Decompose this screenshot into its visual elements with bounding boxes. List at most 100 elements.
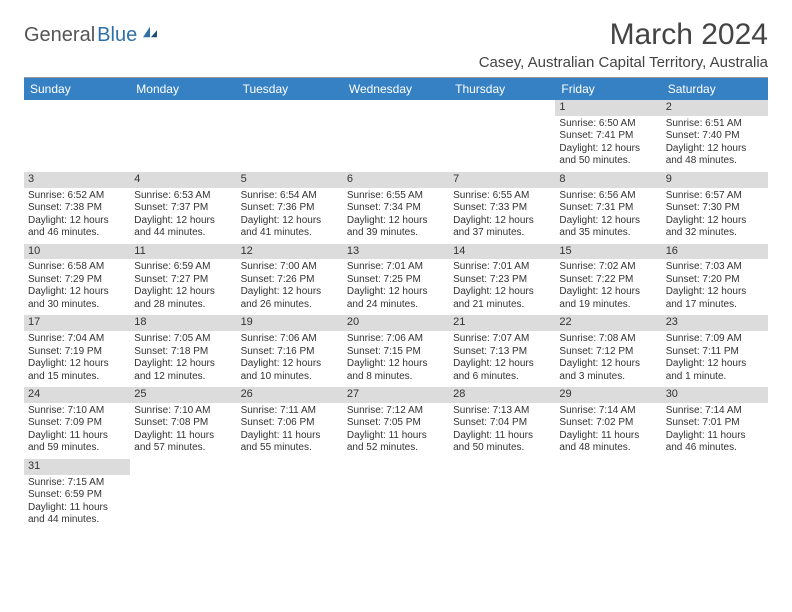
day-number: 14 bbox=[449, 244, 555, 260]
calendar-cell: 4Sunrise: 6:53 AMSunset: 7:37 PMDaylight… bbox=[130, 172, 236, 244]
day-number: 19 bbox=[237, 315, 343, 331]
calendar-cell: 14Sunrise: 7:01 AMSunset: 7:23 PMDayligh… bbox=[449, 244, 555, 316]
day-number: 30 bbox=[662, 387, 768, 403]
cell-line: Sunset: 7:38 PM bbox=[28, 202, 126, 215]
cell-line: Sunset: 7:26 PM bbox=[241, 274, 339, 287]
day-number: 11 bbox=[130, 244, 236, 260]
month-title: March 2024 bbox=[479, 18, 768, 52]
day-number bbox=[343, 100, 449, 116]
day-number bbox=[237, 100, 343, 116]
cell-line: Sunset: 7:41 PM bbox=[559, 130, 657, 143]
cell-line: Sunrise: 6:52 AM bbox=[28, 190, 126, 203]
cell-line: Sunrise: 7:10 AM bbox=[134, 405, 232, 418]
calendar-cell bbox=[237, 100, 343, 172]
cell-line: Daylight: 12 hours and 17 minutes. bbox=[666, 286, 764, 311]
day-header-row: SundayMondayTuesdayWednesdayThursdayFrid… bbox=[24, 78, 768, 100]
day-header: Tuesday bbox=[237, 78, 343, 100]
calendar-cell: 11Sunrise: 6:59 AMSunset: 7:27 PMDayligh… bbox=[130, 244, 236, 316]
cell-line: Daylight: 11 hours and 44 minutes. bbox=[28, 502, 126, 527]
cell-line: Sunrise: 7:03 AM bbox=[666, 261, 764, 274]
cell-line: Sunset: 7:36 PM bbox=[241, 202, 339, 215]
cell-line: Sunrise: 7:10 AM bbox=[28, 405, 126, 418]
day-number bbox=[449, 100, 555, 116]
logo-text-blue: Blue bbox=[97, 24, 137, 47]
day-number: 3 bbox=[24, 172, 130, 188]
day-number: 16 bbox=[662, 244, 768, 260]
cell-line: Daylight: 11 hours and 50 minutes. bbox=[453, 430, 551, 455]
calendar-cell: 1Sunrise: 6:50 AMSunset: 7:41 PMDaylight… bbox=[555, 100, 661, 172]
day-number: 23 bbox=[662, 315, 768, 331]
cell-line: Daylight: 12 hours and 24 minutes. bbox=[347, 286, 445, 311]
cell-line: Daylight: 12 hours and 19 minutes. bbox=[559, 286, 657, 311]
cell-line: Daylight: 12 hours and 32 minutes. bbox=[666, 215, 764, 240]
day-header: Saturday bbox=[662, 78, 768, 100]
day-number bbox=[237, 459, 343, 475]
calendar-cell: 31Sunrise: 7:15 AMSunset: 6:59 PMDayligh… bbox=[24, 459, 130, 531]
day-number: 27 bbox=[343, 387, 449, 403]
calendar-cell: 28Sunrise: 7:13 AMSunset: 7:04 PMDayligh… bbox=[449, 387, 555, 459]
cell-line: Daylight: 11 hours and 52 minutes. bbox=[347, 430, 445, 455]
cell-line: Sunrise: 7:11 AM bbox=[241, 405, 339, 418]
day-number: 6 bbox=[343, 172, 449, 188]
cell-line: Sunrise: 7:04 AM bbox=[28, 333, 126, 346]
cell-line: Sunrise: 6:51 AM bbox=[666, 118, 764, 131]
day-number bbox=[555, 459, 661, 475]
logo-text-general: General bbox=[24, 24, 95, 47]
calendar-cell: 17Sunrise: 7:04 AMSunset: 7:19 PMDayligh… bbox=[24, 315, 130, 387]
title-block: March 2024 Casey, Australian Capital Ter… bbox=[479, 18, 768, 71]
day-number: 8 bbox=[555, 172, 661, 188]
calendar-cell bbox=[555, 459, 661, 531]
day-number bbox=[343, 459, 449, 475]
cell-line: Daylight: 12 hours and 39 minutes. bbox=[347, 215, 445, 240]
calendar-cell: 15Sunrise: 7:02 AMSunset: 7:22 PMDayligh… bbox=[555, 244, 661, 316]
calendar-week: 10Sunrise: 6:58 AMSunset: 7:29 PMDayligh… bbox=[24, 244, 768, 316]
cell-line: Daylight: 12 hours and 3 minutes. bbox=[559, 358, 657, 383]
cell-line: Sunset: 7:08 PM bbox=[134, 417, 232, 430]
calendar-cell: 25Sunrise: 7:10 AMSunset: 7:08 PMDayligh… bbox=[130, 387, 236, 459]
calendar-cell: 6Sunrise: 6:55 AMSunset: 7:34 PMDaylight… bbox=[343, 172, 449, 244]
calendar-cell bbox=[449, 459, 555, 531]
cell-line: Sunset: 7:23 PM bbox=[453, 274, 551, 287]
day-number: 5 bbox=[237, 172, 343, 188]
cell-line: Daylight: 12 hours and 6 minutes. bbox=[453, 358, 551, 383]
day-header: Monday bbox=[130, 78, 236, 100]
cell-line: Daylight: 11 hours and 59 minutes. bbox=[28, 430, 126, 455]
day-number bbox=[130, 100, 236, 116]
cell-line: Sunrise: 7:02 AM bbox=[559, 261, 657, 274]
cell-line: Daylight: 11 hours and 55 minutes. bbox=[241, 430, 339, 455]
cell-line: Daylight: 12 hours and 26 minutes. bbox=[241, 286, 339, 311]
cell-line: Sunset: 7:27 PM bbox=[134, 274, 232, 287]
cell-line: Sunrise: 7:06 AM bbox=[347, 333, 445, 346]
cell-line: Sunrise: 7:12 AM bbox=[347, 405, 445, 418]
cell-line: Sunrise: 7:14 AM bbox=[666, 405, 764, 418]
day-number: 13 bbox=[343, 244, 449, 260]
calendar-week: 31Sunrise: 7:15 AMSunset: 6:59 PMDayligh… bbox=[24, 459, 768, 531]
calendar-week: 24Sunrise: 7:10 AMSunset: 7:09 PMDayligh… bbox=[24, 387, 768, 459]
cell-line: Sunset: 7:02 PM bbox=[559, 417, 657, 430]
calendar-cell: 18Sunrise: 7:05 AMSunset: 7:18 PMDayligh… bbox=[130, 315, 236, 387]
calendar-cell bbox=[343, 459, 449, 531]
cell-line: Sunset: 7:34 PM bbox=[347, 202, 445, 215]
cell-line: Sunrise: 7:05 AM bbox=[134, 333, 232, 346]
calendar-table: SundayMondayTuesdayWednesdayThursdayFrid… bbox=[24, 78, 768, 531]
cell-line: Sunrise: 6:57 AM bbox=[666, 190, 764, 203]
cell-line: Sunrise: 7:15 AM bbox=[28, 477, 126, 490]
day-number bbox=[662, 459, 768, 475]
day-number: 9 bbox=[662, 172, 768, 188]
cell-line: Daylight: 12 hours and 37 minutes. bbox=[453, 215, 551, 240]
calendar-cell: 2Sunrise: 6:51 AMSunset: 7:40 PMDaylight… bbox=[662, 100, 768, 172]
calendar-head: SundayMondayTuesdayWednesdayThursdayFrid… bbox=[24, 78, 768, 100]
calendar-cell: 16Sunrise: 7:03 AMSunset: 7:20 PMDayligh… bbox=[662, 244, 768, 316]
logo: General Blue bbox=[24, 24, 159, 47]
cell-line: Sunset: 7:06 PM bbox=[241, 417, 339, 430]
cell-line: Daylight: 11 hours and 48 minutes. bbox=[559, 430, 657, 455]
cell-line: Sunrise: 6:54 AM bbox=[241, 190, 339, 203]
cell-line: Sunset: 7:31 PM bbox=[559, 202, 657, 215]
cell-line: Daylight: 12 hours and 10 minutes. bbox=[241, 358, 339, 383]
cell-line: Sunrise: 7:07 AM bbox=[453, 333, 551, 346]
cell-line: Daylight: 12 hours and 12 minutes. bbox=[134, 358, 232, 383]
day-header: Sunday bbox=[24, 78, 130, 100]
calendar-cell bbox=[449, 100, 555, 172]
calendar-week: 1Sunrise: 6:50 AMSunset: 7:41 PMDaylight… bbox=[24, 100, 768, 172]
cell-line: Sunset: 6:59 PM bbox=[28, 489, 126, 502]
